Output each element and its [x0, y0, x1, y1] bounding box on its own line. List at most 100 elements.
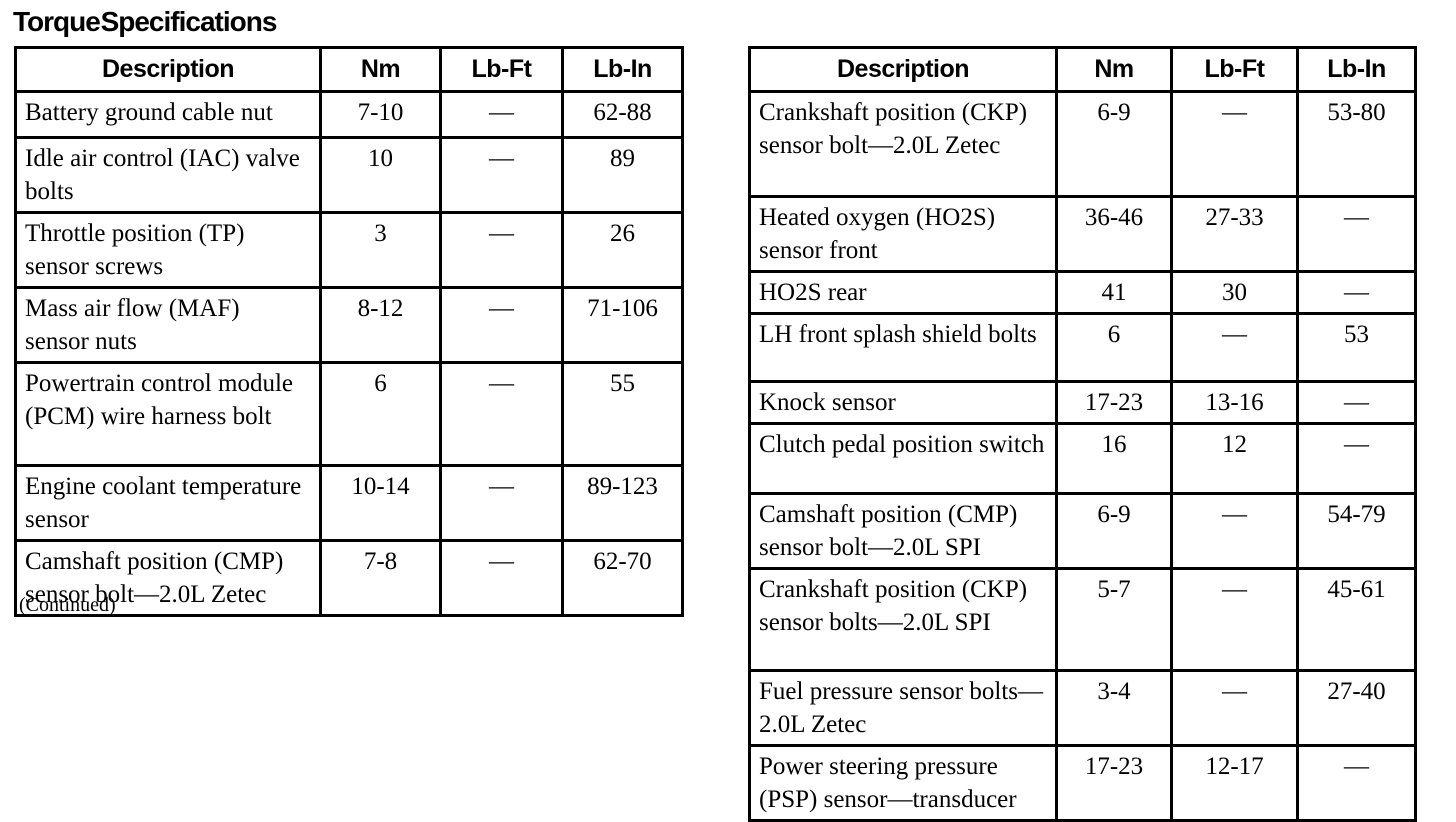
lb-in-cell: 89-123 [561, 464, 684, 542]
nm-cell: 6-9 [1055, 492, 1173, 570]
lb-in-cell: 53 [1296, 312, 1417, 383]
table-row: Camshaft position (CMP) sensor bolt—2.0L… [14, 539, 684, 617]
table-row: Clutch pedal position switch 16 12— [748, 422, 1417, 495]
table-row: LH front splash shield bolts 6—53 [748, 312, 1417, 383]
lb-in-cell: 45-61 [1296, 567, 1417, 672]
description-cell: Crankshaft position (CKP) sensor bolts—2… [748, 567, 1058, 672]
description-cell: Engine coolant temperature sensor [14, 464, 322, 542]
lb-in-cell: — [1296, 744, 1417, 822]
table-row: Heated oxygen (HO2S) sensor front 36-46 27… [748, 195, 1417, 273]
nm-cell: 41 [1055, 270, 1173, 315]
table-row: Crankshaft position (CKP) sensor bolts—2… [748, 567, 1417, 672]
nm-cell: 6-9 [1055, 90, 1173, 198]
table-row: Throttle position (TP) sensor screws 3—26 [14, 211, 684, 289]
table-row: Power steering pressure (PSP) sensor—tra… [748, 744, 1417, 822]
lb-ft-cell: 30 [1170, 270, 1299, 315]
description-cell: Power steering pressure (PSP) sensor—tra… [748, 744, 1058, 822]
description-cell: Heated oxygen (HO2S) sensor front [748, 195, 1058, 273]
torque-table-left: Description Nm Lb-Ft Lb-In Battery ground c… [14, 46, 684, 617]
nm-cell: 5-7 [1055, 567, 1173, 672]
lb-in-cell: — [1296, 422, 1417, 495]
lb-in-cell: — [1296, 380, 1417, 425]
column-header-lb-in: Lb-In [1296, 46, 1417, 93]
table-row: Knock sensor 17-23 13-16— [748, 380, 1417, 425]
lb-ft-cell: — [439, 136, 564, 214]
description-cell: Powertrain control module (PCM) wire har… [14, 361, 322, 467]
lb-ft-cell: — [439, 464, 564, 542]
lb-in-cell: — [1296, 195, 1417, 273]
lb-ft-cell: — [1170, 567, 1299, 672]
description-cell: Mass air flow (MAF) sensor nuts [14, 286, 322, 364]
table-row: Mass air flow (MAF) sensor nuts 8-12—71-1… [14, 286, 684, 364]
lb-ft-cell: — [439, 211, 564, 289]
nm-cell: 10-14 [319, 464, 442, 542]
table-row: Crankshaft position (CKP) sensor bolt—2.… [748, 90, 1417, 198]
column-header-lb-ft: Lb-Ft [439, 46, 564, 93]
description-cell: LH front splash shield bolts [748, 312, 1058, 383]
nm-cell: 7-8 [319, 539, 442, 617]
lb-in-cell: 54-79 [1296, 492, 1417, 570]
column-header-lb-ft: Lb-Ft [1170, 46, 1299, 93]
description-cell: Camshaft position (CMP) sensor bolt—2.0L… [748, 492, 1058, 570]
lb-ft-cell: 13-16 [1170, 380, 1299, 425]
table-row: Powertrain control module (PCM) wire har… [14, 361, 684, 467]
table-body: Crankshaft position (CKP) sensor bolt—2.… [748, 90, 1417, 822]
continued-note: (Continued) [19, 594, 116, 616]
lb-ft-cell: — [439, 361, 564, 467]
table-header: Description Nm Lb-Ft Lb-In [748, 46, 1417, 93]
column-header-nm: Nm [319, 46, 442, 93]
nm-cell: 3-4 [1055, 669, 1173, 747]
column-header-lb-in: Lb-In [561, 46, 684, 93]
description-cell: Crankshaft position (CKP) sensor bolt—2.… [748, 90, 1058, 198]
nm-cell: 6 [1055, 312, 1173, 383]
lb-ft-cell: — [1170, 312, 1299, 383]
description-cell: Battery ground cable nut [14, 90, 322, 139]
nm-cell: 6 [319, 361, 442, 467]
nm-cell: 10 [319, 136, 442, 214]
lb-in-cell: — [1296, 270, 1417, 315]
lb-ft-cell: 12 [1170, 422, 1299, 495]
description-cell: Fuel pressure sensor bolts—2.0L Zetec [748, 669, 1058, 747]
header-row: Description Nm Lb-Ft Lb-In [14, 46, 684, 93]
lb-in-cell: 53-80 [1296, 90, 1417, 198]
nm-cell: 17-23 [1055, 744, 1173, 822]
lb-ft-cell: — [439, 286, 564, 364]
table-row: Idle air control (IAC) valve bolts 10—89 [14, 136, 684, 214]
description-cell: Knock sensor [748, 380, 1058, 425]
page-title: Torque Specifications [13, 6, 277, 37]
lb-in-cell: 62-88 [561, 90, 684, 139]
description-cell: Clutch pedal position switch [748, 422, 1058, 495]
lb-ft-cell: 27-33 [1170, 195, 1299, 273]
table-row: Engine coolant temperature sensor 10-14—8… [14, 464, 684, 542]
lb-in-cell: 55 [561, 361, 684, 467]
lb-in-cell: 71-106 [561, 286, 684, 364]
table-header: Description Nm Lb-Ft Lb-In [14, 46, 684, 93]
nm-cell: 8-12 [319, 286, 442, 364]
lb-in-cell: 26 [561, 211, 684, 289]
lb-in-cell: 89 [561, 136, 684, 214]
description-cell: Throttle position (TP) sensor screws [14, 211, 322, 289]
description-cell: HO2S rear [748, 270, 1058, 315]
torque-table-right: Description Nm Lb-Ft Lb-In Crankshaft posit… [748, 46, 1417, 822]
table-row: Battery ground cable nut 7-10—62-88 [14, 90, 684, 139]
description-cell: Camshaft position (CMP) sensor bolt—2.0L… [14, 539, 322, 617]
lb-ft-cell: — [439, 539, 564, 617]
column-header-description: Description [748, 46, 1058, 93]
header-row: Description Nm Lb-Ft Lb-In [748, 46, 1417, 93]
nm-cell: 3 [319, 211, 442, 289]
lb-ft-cell: — [1170, 669, 1299, 747]
column-header-nm: Nm [1055, 46, 1173, 93]
nm-cell: 17-23 [1055, 380, 1173, 425]
lb-ft-cell: 12-17 [1170, 744, 1299, 822]
nm-cell: 16 [1055, 422, 1173, 495]
lb-in-cell: 62-70 [561, 539, 684, 617]
description-cell: Idle air control (IAC) valve bolts [14, 136, 322, 214]
lb-in-cell: 27-40 [1296, 669, 1417, 747]
table-row: Fuel pressure sensor bolts—2.0L Zetec 3-4… [748, 669, 1417, 747]
table-body: Battery ground cable nut 7-10—62-88 Idle a… [14, 90, 684, 617]
lb-ft-cell: — [439, 90, 564, 139]
lb-ft-cell: — [1170, 492, 1299, 570]
column-header-description: Description [14, 46, 322, 93]
table-row: Camshaft position (CMP) sensor bolt—2.0L… [748, 492, 1417, 570]
